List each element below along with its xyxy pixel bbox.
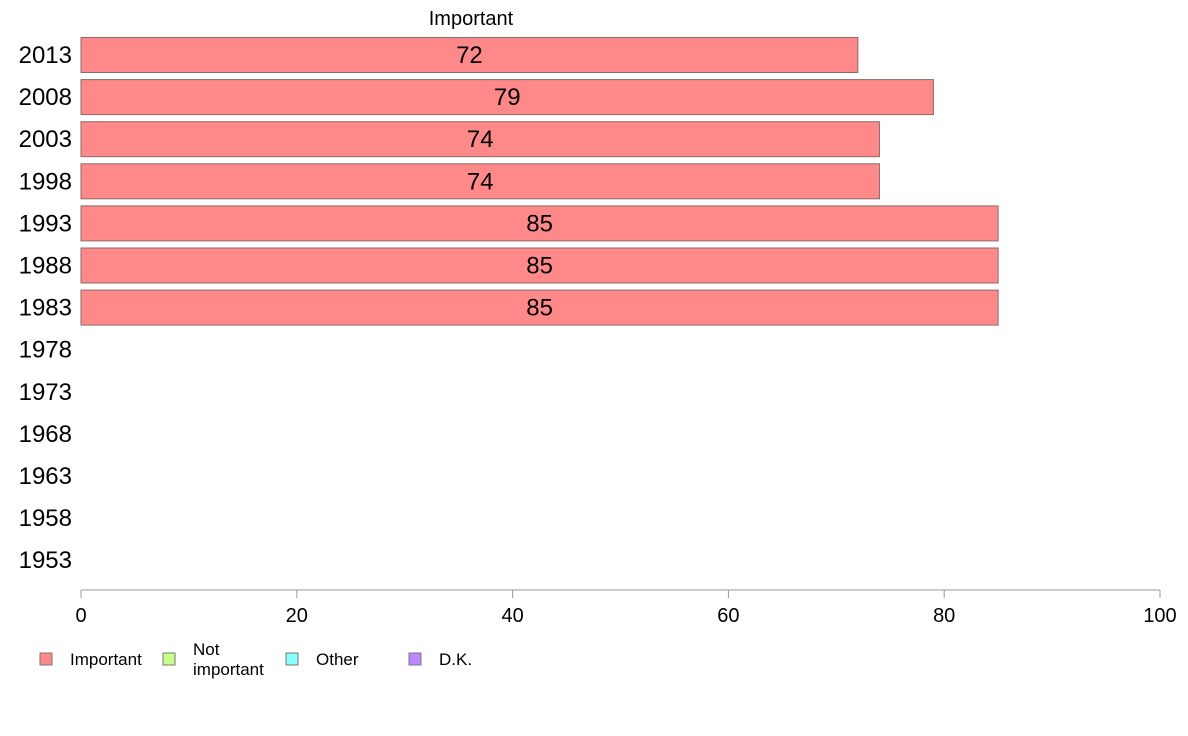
legend-swatch <box>39 652 53 666</box>
bar <box>80 79 934 116</box>
legend-label: Important <box>70 650 142 669</box>
bar-value-label: 85 <box>526 295 553 322</box>
year-label: 1988 <box>19 253 72 280</box>
year-label: 1993 <box>19 210 72 237</box>
bar <box>80 163 880 200</box>
year-label: 2013 <box>19 42 72 69</box>
legend-label: D.K. <box>439 650 472 669</box>
legend-swatch <box>408 652 422 666</box>
x-tick-label: 60 <box>717 605 739 627</box>
bar-value-label: 79 <box>494 84 521 111</box>
bar <box>80 37 859 73</box>
year-label: 1963 <box>19 463 72 490</box>
year-label: 2008 <box>19 84 72 111</box>
year-labels: 2013 2008 2003 1998 1993 1988 1983 1978 1973 1968… <box>19 42 72 574</box>
legend-swatch <box>162 652 176 666</box>
bar-value-label: 85 <box>526 210 553 237</box>
year-label: 1978 <box>19 337 72 364</box>
x-tick-label: 40 <box>501 605 523 627</box>
year-label: 1968 <box>19 421 72 448</box>
year-label: 1983 <box>19 295 72 322</box>
x-tick-label: 100 <box>1143 605 1176 627</box>
bar <box>80 121 880 158</box>
bar <box>80 289 999 326</box>
bar <box>80 205 999 242</box>
legend-label: Other <box>316 650 359 669</box>
legend-label: Not important <box>193 640 264 679</box>
bar-value-label: 72 <box>456 42 483 69</box>
bar-value-label: 74 <box>467 126 494 153</box>
year-label: 2003 <box>19 126 72 153</box>
legend-swatch <box>285 652 299 666</box>
bar-value-label: 85 <box>526 253 553 280</box>
x-axis: 0 20 40 60 80 100 <box>75 589 1177 627</box>
chart-title: Important <box>429 8 514 30</box>
year-label: 1998 <box>19 168 72 195</box>
x-tick-label: 0 <box>75 605 86 627</box>
bar <box>80 247 999 284</box>
year-label: 1973 <box>19 379 72 406</box>
bar-value-label: 74 <box>467 168 494 195</box>
legend: Important Not important Other D.K. <box>39 640 472 679</box>
year-label: 1953 <box>19 547 72 574</box>
x-tick-label: 20 <box>286 605 308 627</box>
year-label: 1958 <box>19 505 72 532</box>
x-tick-label: 80 <box>933 605 955 627</box>
